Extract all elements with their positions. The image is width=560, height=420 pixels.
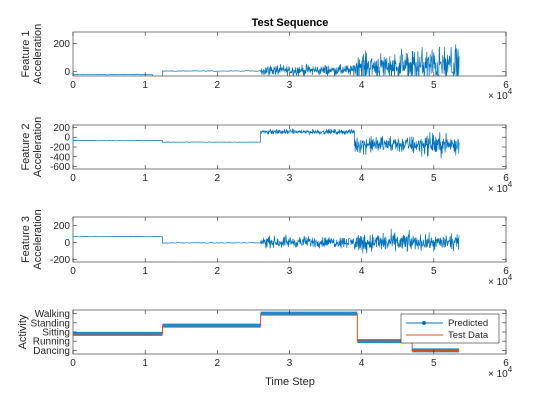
x-tick-label: 1 [142, 266, 148, 277]
x-axis-label: Time Step [265, 376, 315, 388]
data-area [73, 44, 460, 76]
panel-1: 200 00 1 2 3 4 5 6× 104 Feature 1 Acceleration [20, 24, 513, 102]
x-tick-label: 6 [503, 173, 509, 184]
signal-line [73, 44, 460, 76]
x-exponent-label: × 104 [488, 365, 513, 380]
x-tick-label: 6 [503, 80, 509, 91]
x-tick-label: 0 [70, 80, 76, 91]
y-tick-label: Walking [35, 309, 70, 320]
x-tick-label: 3 [287, 173, 293, 184]
x-tick-label: 2 [215, 358, 221, 369]
y-axis-label: Acceleration [32, 24, 44, 85]
data-area [73, 228, 460, 254]
x-tick-label: 1 [142, 173, 148, 184]
x-tick-label: 4 [359, 266, 365, 277]
y-tick-label: 200 [53, 221, 70, 232]
x-tick-label: 3 [287, 358, 293, 369]
x-tick-label: 4 [359, 80, 365, 91]
y-tick-label: 200 [53, 39, 70, 50]
y-tick-label: Standing [31, 318, 70, 329]
y-axis-label: Feature 2 [20, 123, 32, 170]
y-tick-label: -200 [50, 143, 70, 154]
y-tick-label: 0 [64, 67, 70, 78]
y-tick-label: Running [33, 337, 70, 348]
y-tick-label: 0 [64, 238, 70, 249]
x-tick-label: 2 [215, 266, 221, 277]
x-tick-label: 0 [70, 173, 76, 184]
y-axis-label: Acceleration [32, 117, 44, 178]
y-tick-label: -600 [50, 162, 70, 173]
y-axis-label: Feature 3 [20, 216, 32, 263]
y-tick-label: -200 [50, 255, 70, 266]
signal-line [73, 228, 460, 254]
x-tick-label: 0 [70, 266, 76, 277]
x-tick-label: 2 [215, 173, 221, 184]
y-tick-label: Sitting [42, 328, 70, 339]
x-exponent-label: × 104 [488, 180, 513, 195]
x-tick-label: 0 [70, 358, 76, 369]
x-tick-label: 5 [431, 358, 437, 369]
x-exponent-label: × 104 [488, 273, 513, 288]
legend-box [400, 313, 500, 344]
y-tick-label: -400 [50, 152, 70, 163]
y-tick-label: 0 [64, 133, 70, 144]
legend-test-label: Test Data [448, 330, 489, 341]
x-tick-label: 1 [142, 358, 148, 369]
signal-line [73, 128, 460, 159]
x-exponent-label: × 104 [488, 87, 513, 102]
y-axis-label: Feature 1 [20, 30, 32, 77]
plot-frame [72, 216, 507, 263]
test-data-line [73, 313, 460, 351]
x-tick-label: 5 [431, 173, 437, 184]
x-tick-label: 1 [142, 80, 148, 91]
data-area [73, 128, 460, 159]
x-tick-label: 3 [287, 80, 293, 91]
x-tick-label: 5 [431, 266, 437, 277]
x-tick-label: 2 [215, 80, 221, 91]
y-tick-label: Dancing [33, 346, 70, 357]
x-tick-label: 5 [431, 80, 437, 91]
x-tick-label: 6 [503, 358, 509, 369]
chart-title: Test Sequence [252, 17, 329, 29]
y-axis-label: Acceleration [32, 209, 44, 270]
x-tick-label: 4 [359, 173, 365, 184]
y-axis-label: Activity [17, 314, 29, 349]
legend-predicted-marker [422, 321, 426, 325]
x-tick-label: 6 [503, 266, 509, 277]
legend-predicted-label: Predicted [448, 318, 488, 329]
x-tick-label: 4 [359, 358, 365, 369]
y-tick-label: 200 [53, 123, 70, 134]
x-tick-label: 3 [287, 266, 293, 277]
